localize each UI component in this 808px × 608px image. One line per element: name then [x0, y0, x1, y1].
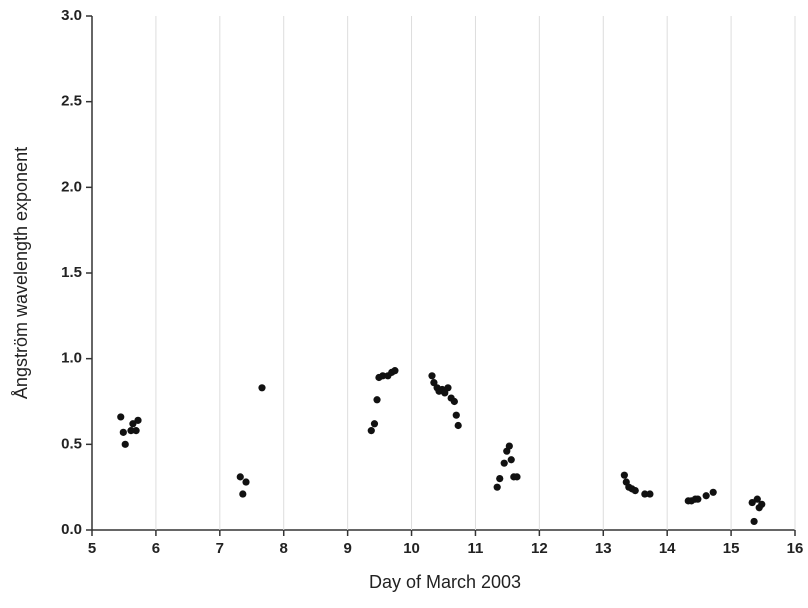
- x-tick-label: 8: [280, 540, 288, 557]
- x-tick-label: 7: [216, 540, 224, 557]
- y-tick-label: 2.5: [61, 93, 82, 110]
- point: [132, 427, 140, 435]
- point: [367, 427, 375, 435]
- point: [428, 372, 436, 380]
- x-tick-label: 13: [595, 540, 612, 557]
- y-tick-label: 2.0: [61, 178, 82, 195]
- point: [513, 473, 521, 481]
- point: [507, 456, 515, 464]
- point: [641, 490, 649, 498]
- x-tick-label: 15: [723, 540, 740, 557]
- point: [750, 517, 758, 526]
- x-tick-label: 9: [343, 540, 351, 557]
- point: [758, 500, 766, 508]
- point: [694, 495, 702, 503]
- point: [500, 459, 508, 467]
- point: [493, 483, 501, 491]
- point: [631, 486, 639, 495]
- x-axis-label: Day of March 2003: [369, 572, 521, 592]
- point: [370, 420, 379, 428]
- point: [430, 379, 438, 387]
- y-tick-label: 1.0: [61, 350, 82, 367]
- point: [441, 389, 449, 397]
- x-tick-label: 5: [88, 540, 96, 557]
- point: [454, 421, 462, 430]
- point: [452, 411, 460, 419]
- point: [444, 384, 452, 392]
- point: [236, 473, 244, 481]
- y-tick-label: 0.5: [61, 435, 82, 452]
- point: [134, 416, 142, 424]
- point: [391, 367, 399, 375]
- point: [121, 440, 129, 448]
- x-tick-label: 12: [531, 540, 548, 557]
- point: [127, 427, 135, 435]
- point: [505, 442, 513, 450]
- point: [702, 492, 710, 500]
- point: [239, 490, 247, 498]
- point: [450, 397, 458, 406]
- x-tick-label: 14: [659, 540, 676, 557]
- y-tick-label: 0.0: [61, 521, 82, 538]
- point: [117, 413, 125, 421]
- point: [129, 420, 137, 428]
- point: [646, 490, 654, 498]
- point: [748, 498, 756, 507]
- x-tick-label: 6: [152, 540, 160, 557]
- point: [709, 488, 717, 496]
- y-tick-label: 3.0: [61, 7, 82, 24]
- point: [379, 372, 387, 380]
- point: [242, 478, 250, 486]
- x-tick-label: 10: [403, 540, 420, 557]
- point: [373, 396, 381, 404]
- point: [258, 384, 266, 392]
- y-axis-label: Ångström wavelength exponent: [11, 147, 31, 399]
- x-tick-label: 16: [787, 540, 804, 557]
- x-tick-label: 11: [468, 540, 484, 557]
- point: [496, 475, 504, 483]
- point: [753, 495, 761, 503]
- y-tick-label: 1.5: [61, 264, 82, 281]
- point: [620, 471, 628, 479]
- point: [119, 428, 127, 436]
